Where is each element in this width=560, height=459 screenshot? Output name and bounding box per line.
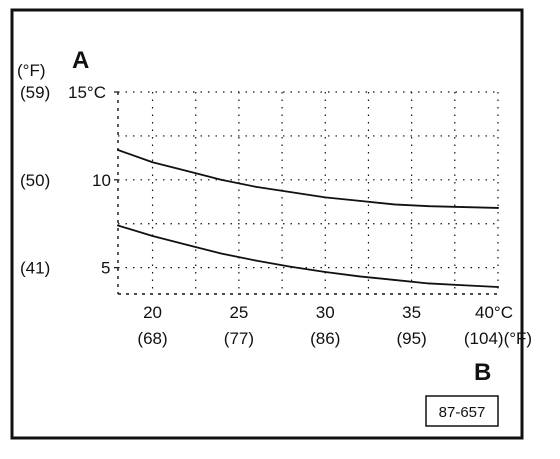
y-tick-label: 10 (92, 171, 111, 190)
series-1-point (358, 200, 361, 202)
series-1-point (497, 207, 499, 209)
series-2-point (462, 284, 465, 287)
series-1-point (324, 196, 327, 199)
series-2-point (186, 243, 188, 246)
series-1-point (393, 203, 396, 206)
series-1-point (151, 161, 154, 164)
series-2-point (358, 275, 361, 278)
series-line-1 (117, 149, 499, 209)
x-tick-alt-label: (95) (397, 329, 427, 348)
figure-frame (10, 8, 524, 440)
series-2-point (393, 279, 396, 281)
reference-code: 87-657 (439, 404, 486, 421)
chart-grid (118, 91, 499, 294)
tick-labels: 5 (41) 10 (50) 15°C (59) 20 (68) 25 (77) 30 (86) 35 (… (20, 83, 532, 348)
y-tick-label: 5 (101, 259, 110, 278)
x-tick-label: 40°C (475, 303, 513, 322)
y-tick-label: 15°C (68, 83, 106, 102)
axis-letter-a: A (72, 47, 89, 74)
reference-code-box (425, 395, 499, 427)
x-tick-label: 30 (316, 303, 335, 322)
series-1-point (186, 170, 188, 172)
y-tick-alt-label: (50) (20, 171, 50, 190)
x-tick-label: 35 (402, 303, 421, 322)
x-tick-alt-label: (68) (137, 329, 167, 348)
series-line-2 (117, 224, 499, 288)
series-2-point (289, 265, 292, 268)
x-tick-alt-label: (86) (310, 329, 340, 348)
series-2-point (497, 286, 499, 288)
series-1-point (462, 206, 465, 208)
axis-letter-b: B (474, 359, 491, 386)
series-1-point (255, 185, 258, 188)
series-1-point (117, 149, 119, 151)
series-1-point (220, 178, 223, 181)
series-2-point (151, 235, 154, 237)
x-tick-label: 20 (143, 303, 162, 322)
series-1-point (428, 205, 430, 208)
series-1-point (289, 191, 292, 194)
series-2-point (324, 271, 327, 273)
series-lines (117, 149, 499, 288)
chart-axes (117, 92, 498, 295)
series-2-point (255, 259, 258, 262)
y-tick-alt-label: (59) (20, 83, 50, 102)
series-2-point (220, 252, 223, 255)
series-2-point (428, 282, 430, 285)
y-tick-alt-label: (41) (20, 259, 50, 278)
series-2-point (117, 224, 119, 227)
x-tick-label: 25 (229, 303, 248, 322)
y-alt-unit-header: (°F) (17, 61, 46, 80)
x-tick-alt-label: (77) (224, 329, 254, 348)
x-tick-alt-label: (104)(°F) (464, 329, 532, 348)
